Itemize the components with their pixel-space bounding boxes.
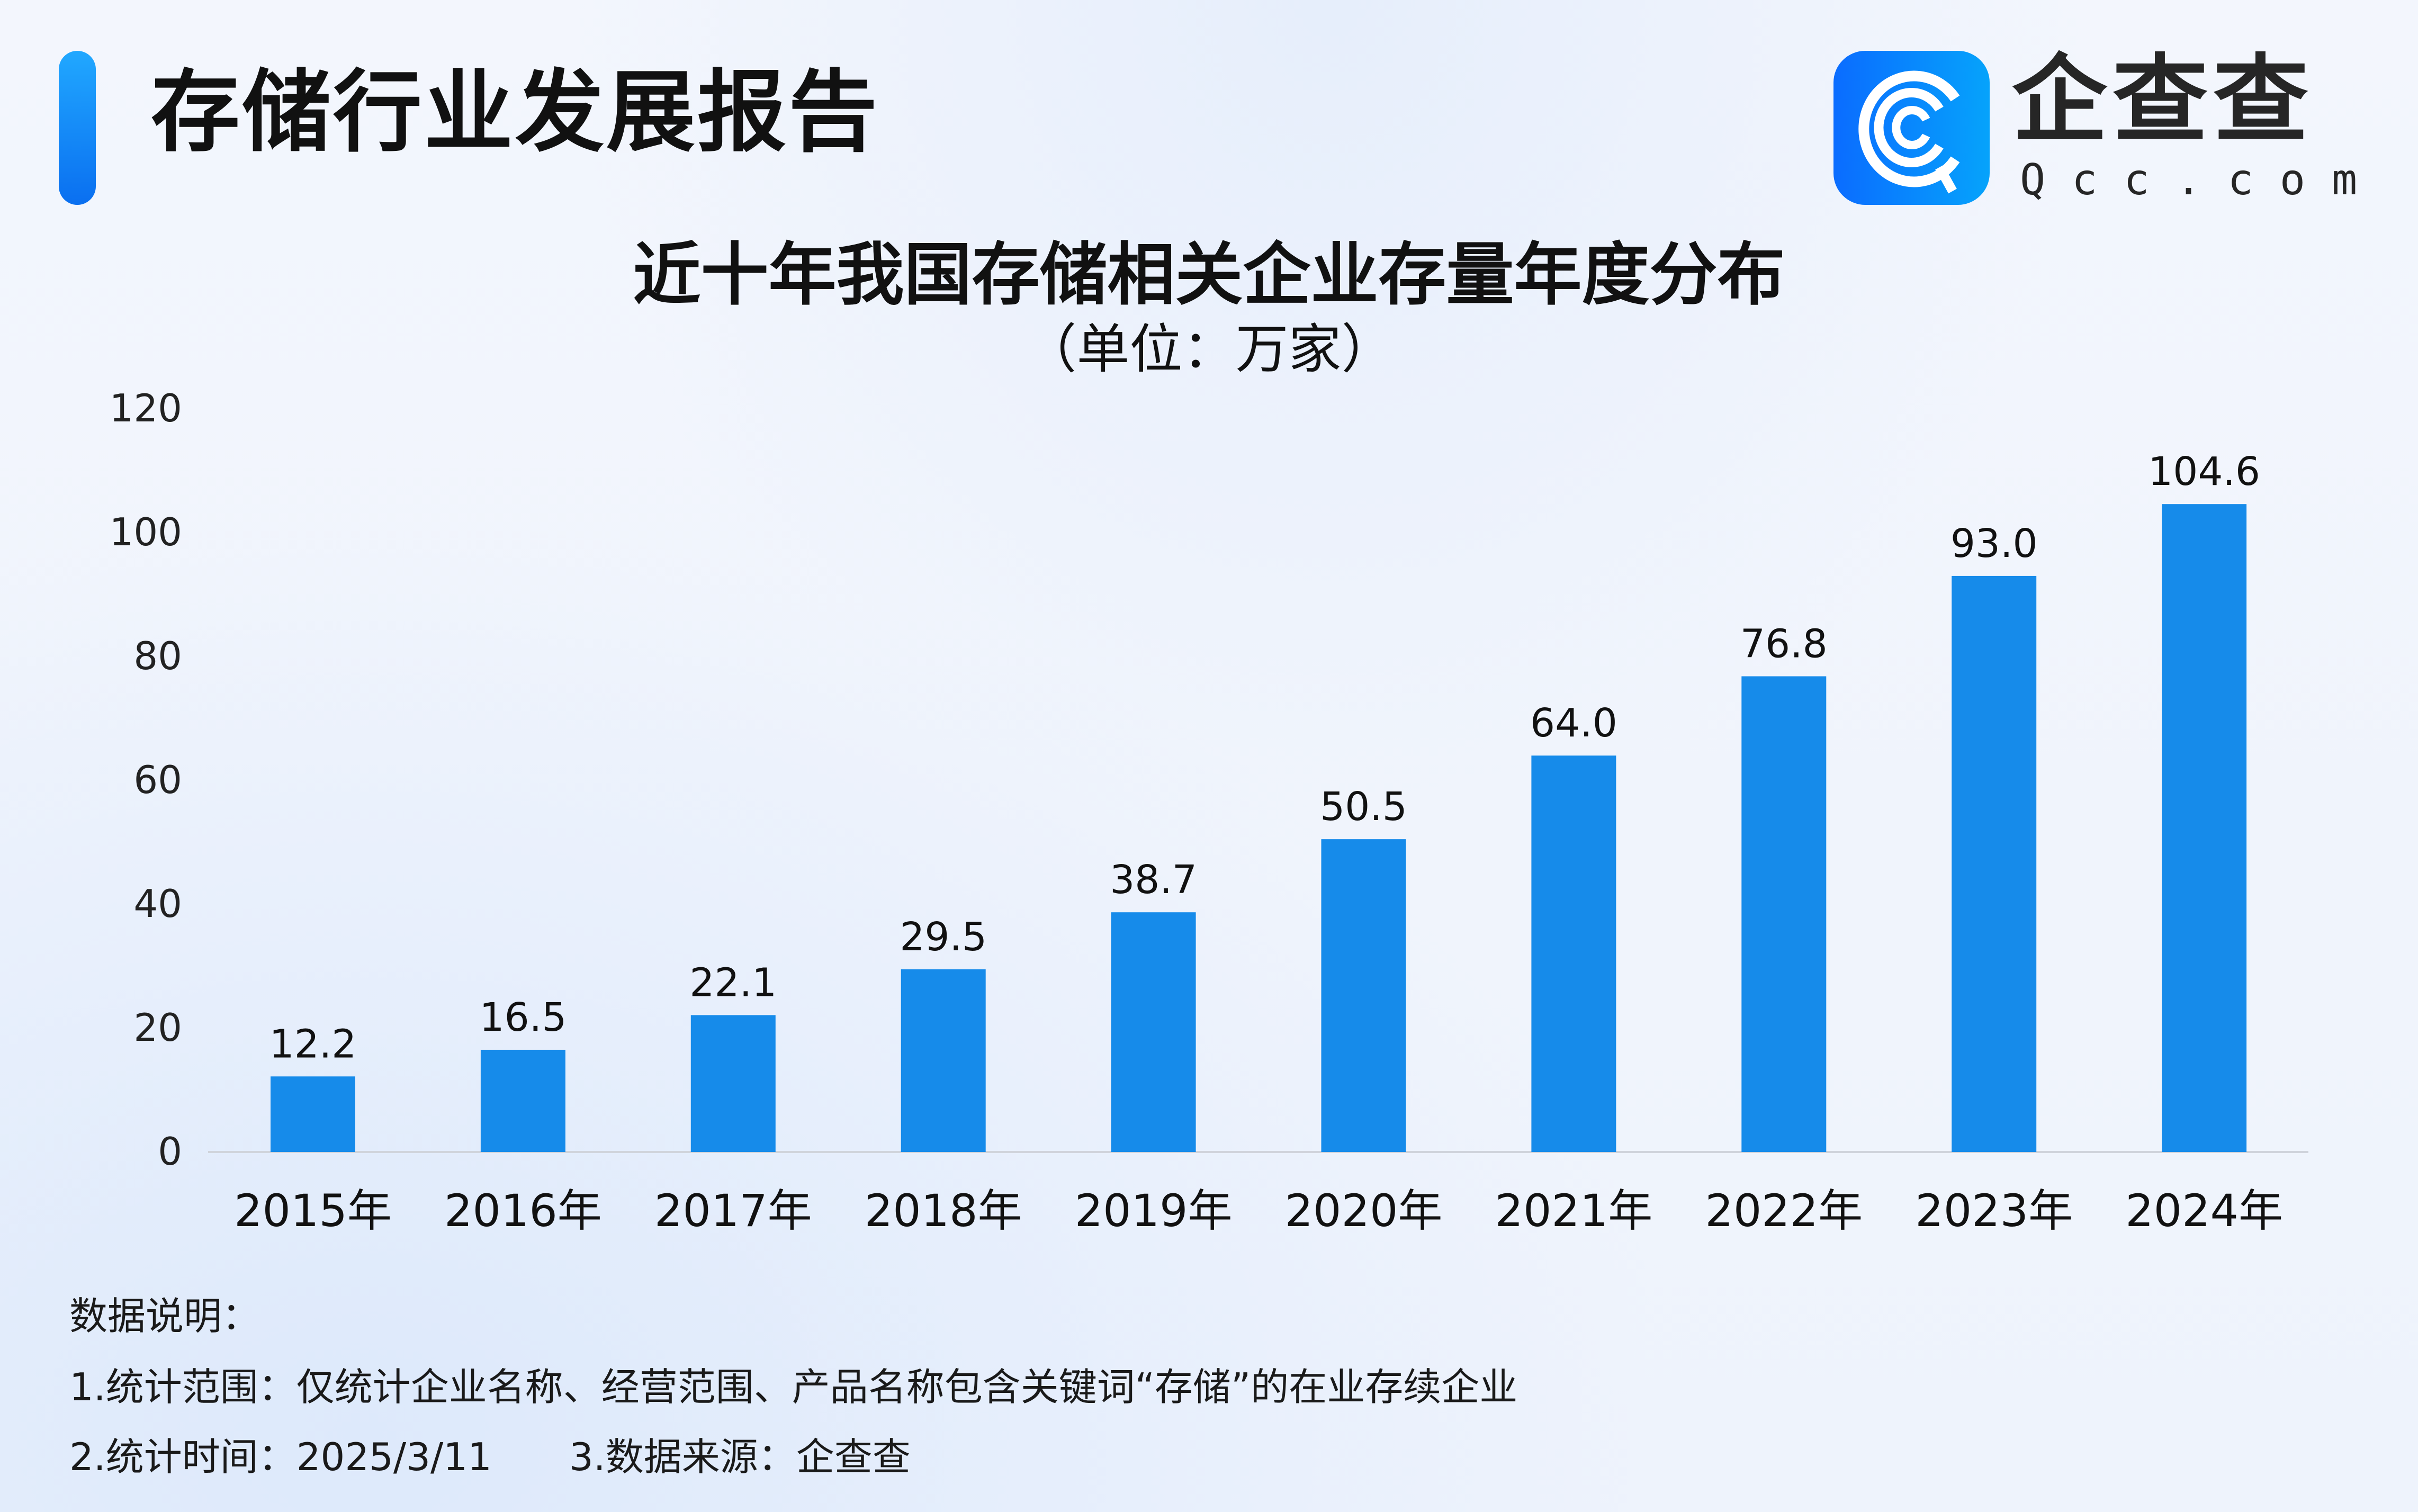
data-label: 22.1 — [689, 960, 777, 1005]
chart-subtitle: （单位：万家） — [1023, 318, 1395, 380]
qcc-logo-icon — [1833, 51, 1990, 205]
qcc-logo-text: 企查查 — [2012, 45, 2314, 156]
notes-heading: 数据说明： — [69, 1294, 260, 1338]
x-tick-label: 2017年 — [654, 1185, 812, 1237]
notes-scope: 1.统计范围：仅统计企业名称、经营范围、产品名称包含关键词“存储”的在业存续企业 — [69, 1365, 1518, 1409]
y-tick-label: 80 — [133, 634, 182, 678]
data-label: 50.5 — [1320, 784, 1407, 830]
y-tick-label: 60 — [133, 758, 182, 802]
x-tick-label: 2015年 — [234, 1185, 392, 1237]
y-tick-label: 20 — [133, 1005, 182, 1050]
data-label: 76.8 — [1740, 621, 1828, 667]
data-label: 38.7 — [1110, 857, 1197, 903]
bar-2024年 — [2162, 504, 2247, 1153]
x-tick-label: 2023年 — [1915, 1185, 2073, 1237]
x-tick-label: 2019年 — [1075, 1185, 1233, 1237]
data-label: 104.6 — [2148, 449, 2260, 494]
bar-2020年 — [1321, 839, 1406, 1152]
data-label: 16.5 — [480, 995, 567, 1040]
x-tick-label: 2022年 — [1705, 1185, 1863, 1237]
data-label: 93.0 — [1950, 521, 2038, 566]
data-label: 12.2 — [269, 1021, 357, 1067]
y-tick-label: 0 — [158, 1129, 182, 1174]
chart-title: 近十年我国存储相关企业存量年度分布 — [633, 236, 1785, 314]
bar-2022年 — [1741, 676, 1827, 1152]
x-tick-label: 2021年 — [1495, 1185, 1653, 1237]
bar-2016年 — [480, 1049, 565, 1152]
y-tick-label: 120 — [110, 386, 182, 430]
bar-2023年 — [1952, 575, 2037, 1152]
bar-2018年 — [901, 969, 986, 1152]
notes-date: 2.统计时间：2025/3/11 — [69, 1435, 492, 1479]
y-tick-label: 100 — [110, 510, 182, 554]
qcc-logo-domain: Qcc.com — [2020, 155, 2384, 204]
bar-2015年 — [271, 1076, 355, 1152]
x-tick-label: 2018年 — [865, 1185, 1022, 1237]
notes-source: 3.数据来源：企查查 — [569, 1435, 911, 1479]
page-title: 存储行业发展报告 — [151, 60, 879, 164]
bar-2017年 — [690, 1015, 776, 1152]
data-label: 29.5 — [900, 914, 987, 960]
title-accent-bar — [59, 51, 96, 205]
x-tick-label: 2016年 — [444, 1185, 602, 1237]
data-label: 64.0 — [1530, 700, 1617, 746]
x-tick-label: 2024年 — [2125, 1185, 2283, 1237]
y-tick-label: 40 — [133, 881, 182, 926]
bar-2021年 — [1531, 755, 1616, 1152]
bar-2019年 — [1111, 912, 1196, 1152]
x-tick-label: 2020年 — [1285, 1185, 1443, 1237]
